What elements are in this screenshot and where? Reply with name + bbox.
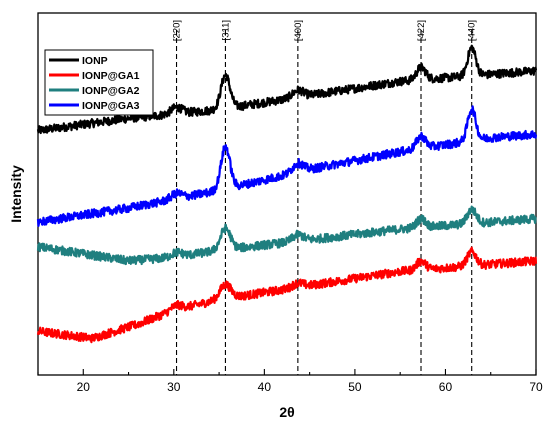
x-tick-label: 70 <box>529 380 543 394</box>
x-tick-label: 20 <box>77 380 91 394</box>
peak-label-422: [422] <box>416 20 427 41</box>
series-line-ionp-ga3 <box>36 105 538 227</box>
legend-label-ionp-ga1: IONP@GA1 <box>82 70 140 82</box>
x-tick-label: 50 <box>348 380 362 394</box>
legend: IONP IONP@GA1 IONP@GA2 IONP@GA3 <box>44 49 154 116</box>
x-axis-ticks: 20 30 40 50 60 70 <box>37 369 543 394</box>
x-tick-label: 40 <box>258 380 272 394</box>
x-tick-label: 30 <box>167 380 181 394</box>
y-axis-label: Intensity <box>8 165 24 223</box>
peak-label-400: [400] <box>293 20 304 41</box>
legend-label-ionp-ga2: IONP@GA2 <box>82 85 140 97</box>
series-line-ionp <box>36 44 538 135</box>
series-line-ionp-ga2 <box>36 205 537 266</box>
x-tick-label: 60 <box>439 380 453 394</box>
data-series <box>36 44 538 344</box>
peak-label-220: [220] <box>172 20 183 41</box>
peak-label-440: [440] <box>467 20 478 41</box>
series-line-ionp-ga1 <box>36 246 538 344</box>
x-axis-label: 2θ <box>279 404 294 420</box>
plot-frame <box>37 12 537 376</box>
reference-lines: [220] [311] [400] [422] [440] <box>172 20 478 375</box>
peak-label-311: [311] <box>220 20 231 40</box>
legend-label-ionp-ga3: IONP@GA3 <box>82 100 140 112</box>
legend-label-ionp: IONP <box>82 55 108 67</box>
